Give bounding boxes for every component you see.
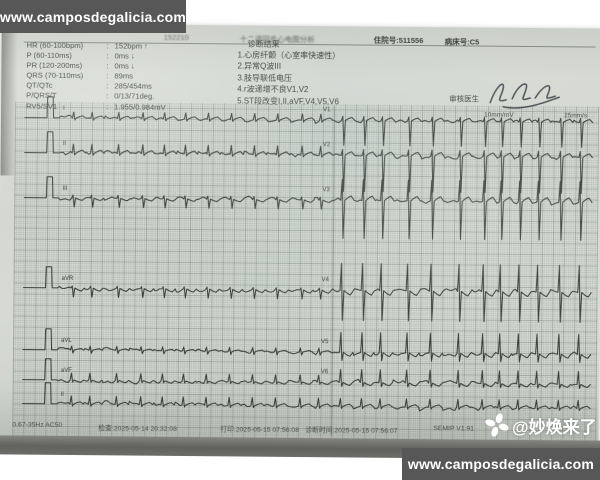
watermark-url-text: www.camposdegalicia.com <box>0 8 187 25</box>
lead-label-V2: V2 <box>323 142 331 148</box>
print-time: 打印:2025-05-15 07:56:08 <box>220 426 299 434</box>
watermark-url-text: www.camposdegalicia.com <box>407 456 595 472</box>
watermark-top: www.camposdegalicia.com <box>0 0 186 33</box>
exam-time: 检查:2025-05-14 20:32:08 <box>98 425 177 433</box>
lead-label-III: III <box>62 186 67 192</box>
ecg-trace-aVL-V5 <box>22 328 592 363</box>
diagnosis-time: 诊断时间:2025-05-15 07:56:07 <box>305 427 398 435</box>
watermark-bottom: www.camposdegalicia.com <box>402 448 600 480</box>
flower-icon <box>485 413 509 437</box>
ecg-paper: 152210 十二道同步心电图分析 住院号:511556 病床号:C5 HR (… <box>0 23 600 447</box>
social-handle: @妙焕来了 <box>512 417 597 437</box>
ecg-trace-II-rhythm <box>21 382 591 412</box>
lead-label-V3: V3 <box>322 187 330 193</box>
lead-label-aVR: aVR <box>62 276 74 282</box>
filter-setting: 0.67-35Hz AC50 <box>12 421 63 429</box>
lead-label-V5: V5 <box>321 339 329 345</box>
lead-label-II: II <box>63 141 67 147</box>
device-version: SEMIP V1.91 <box>433 425 475 433</box>
lead-label-II: II <box>61 392 65 398</box>
lead-label-aVF: aVF <box>61 368 72 374</box>
ecg-trace-aVF-V6 <box>22 358 591 389</box>
lead-label-V1: V1 <box>323 107 331 113</box>
social-watermark: @妙焕来了 <box>484 412 597 438</box>
ecg-trace-aVR-V4 <box>23 262 592 323</box>
lead-label-I: I <box>63 106 65 112</box>
lead-label-V4: V4 <box>322 277 330 283</box>
lead-label-V6: V6 <box>321 369 329 375</box>
lead-label-aVL: aVL <box>61 338 72 344</box>
ecg-traces: I V1 II V2 III V3 aVR V4 aVL V5 aVF V6 II <box>21 96 594 412</box>
reviewer-signature <box>489 83 560 109</box>
ecg-trace-III-V3 <box>23 176 593 241</box>
ecg-trace-I-V1 <box>24 96 594 148</box>
ecg-trace-II-V2 <box>24 131 593 194</box>
